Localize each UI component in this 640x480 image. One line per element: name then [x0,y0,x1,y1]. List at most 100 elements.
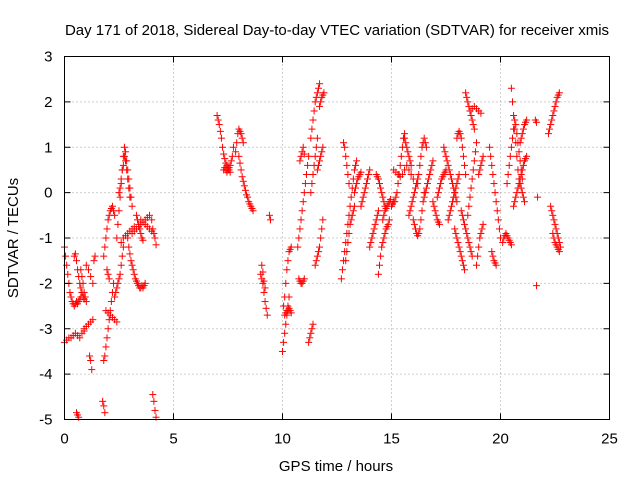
data-point [381,229,389,237]
data-point [452,229,460,237]
data-point [505,161,513,169]
data-point [115,207,123,215]
y-tick-label: 2 [44,94,52,111]
data-point [547,202,555,210]
data-point [547,121,555,129]
data-point [442,152,450,160]
data-point [407,161,415,169]
data-point [282,320,290,328]
data-point [307,189,315,197]
data-point [345,180,353,188]
data-point [378,189,386,197]
data-point [398,170,406,178]
data-point [280,302,288,310]
data-point [520,198,528,206]
data-point [219,143,227,151]
data-point [461,220,469,228]
data-point [287,309,295,317]
data-point [232,148,240,156]
data-point [81,293,89,301]
data-point [476,234,484,242]
data-point [352,161,360,169]
data-point [103,225,111,233]
data-point [124,175,132,183]
data-point [403,143,411,151]
data-point [407,170,415,178]
data-point [369,229,377,237]
data-point [349,207,357,215]
data-point [407,202,415,210]
data-point [304,161,312,169]
data-point [146,211,154,219]
data-point [312,257,320,265]
data-point [416,161,424,169]
data-point [79,279,87,287]
data-point [263,311,271,319]
data-point [124,234,132,242]
data-point [488,248,496,256]
data-point [385,216,393,224]
data-point [78,273,86,281]
y-tick-label: -4 [39,366,52,383]
data-point [515,180,523,188]
data-point [91,252,99,260]
data-point [508,134,516,142]
data-point [465,202,473,210]
data-point [447,175,455,183]
data-point [82,298,90,306]
data-point [469,166,477,174]
data-point [307,134,315,142]
data-point [397,152,405,160]
data-point [116,270,124,278]
data-point [479,220,487,228]
data-point [111,211,119,219]
data-point [316,157,324,165]
data-point [312,143,320,151]
data-point [465,239,473,247]
data-point [77,284,85,292]
data-point [89,279,97,287]
data-point [449,198,457,206]
data-point [373,211,381,219]
data-point [405,211,413,219]
data-point [309,170,317,178]
data-point [457,134,465,142]
data-point [135,220,143,228]
data-point [215,121,223,129]
data-point [479,152,487,160]
data-point [457,252,465,260]
data-point [314,248,322,256]
data-point [476,166,484,174]
data-point [468,175,476,183]
data-point [261,298,269,306]
data-point [404,148,412,156]
data-point [418,207,426,215]
data-point [507,241,515,249]
data-point [99,397,107,405]
data-point [374,207,382,215]
data-point [122,157,130,165]
data-point [510,111,518,119]
data-point [101,352,109,360]
data-point [213,111,221,119]
data-point [371,220,379,228]
data-point [148,216,156,224]
data-point [123,166,131,174]
data-point [86,352,94,360]
data-point [519,125,527,133]
data-point [477,229,485,237]
data-point [532,118,540,126]
data-point [550,234,558,242]
data-point [294,243,302,251]
data-point [486,143,494,151]
data-point [461,266,469,274]
data-point [114,220,122,228]
data-point [504,170,512,178]
data-point [309,116,317,124]
data-point [308,325,316,333]
data-point [80,288,88,296]
data-point [406,207,414,215]
data-point [228,152,236,160]
data-point [359,193,367,201]
